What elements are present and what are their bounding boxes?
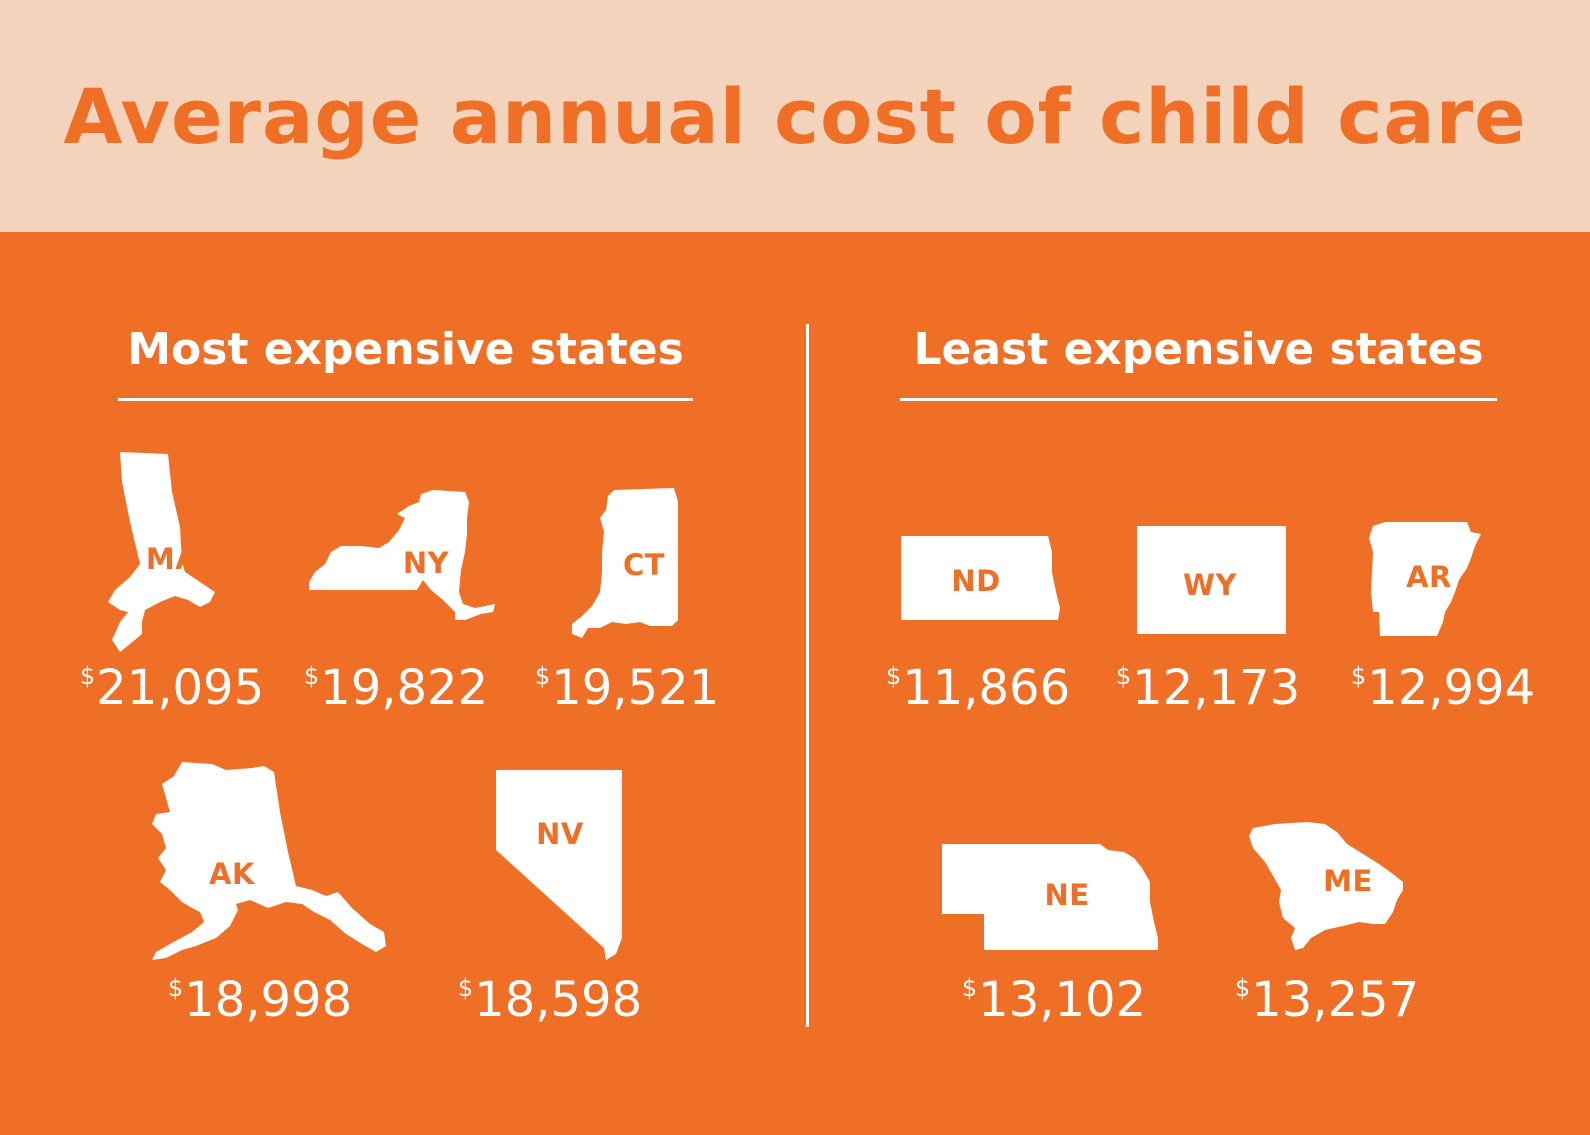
least-expensive-title: Least expensive states xyxy=(913,324,1484,375)
state-card-ma: MA $21,095 xyxy=(60,442,300,762)
state-card-me: ME $13,257 xyxy=(1225,762,1465,1082)
state-abbr-ct: CT xyxy=(622,548,666,582)
state-abbr-me: ME xyxy=(1323,864,1373,898)
state-price-nd: $11,866 xyxy=(858,660,1098,716)
least-expensive-underline xyxy=(900,398,1497,401)
state-abbr-wy: WY xyxy=(1183,568,1237,602)
currency-symbol: $ xyxy=(534,662,551,690)
state-abbr-ny: NY xyxy=(402,546,450,580)
currency-symbol: $ xyxy=(303,662,320,690)
currency-symbol: $ xyxy=(1350,662,1367,690)
price-value: 12,994 xyxy=(1367,660,1536,716)
currency-symbol: $ xyxy=(885,662,902,690)
price-value: 19,822 xyxy=(320,660,489,716)
state-abbr-ma: MA xyxy=(145,542,199,576)
nebraska-shape-icon xyxy=(942,844,1158,950)
section-divider xyxy=(806,324,809,1027)
most-expensive-title: Most expensive states xyxy=(127,324,684,375)
currency-symbol: $ xyxy=(961,974,978,1002)
price-value: 13,257 xyxy=(1251,972,1420,1028)
state-card-ne: NE $13,102 xyxy=(920,762,1160,1082)
state-price-nv: $18,598 xyxy=(430,972,670,1028)
header-banner: Average annual cost of child care xyxy=(0,0,1590,232)
price-value: 12,173 xyxy=(1132,660,1301,716)
state-price-ne: $13,102 xyxy=(934,972,1174,1028)
price-value: 13,102 xyxy=(978,972,1147,1028)
state-card-ct: CT $19,521 xyxy=(535,442,800,762)
state-abbr-nv: NV xyxy=(536,817,584,851)
currency-symbol: $ xyxy=(1234,974,1251,1002)
state-card-nd: ND $11,866 xyxy=(870,442,1110,762)
state-price-ct: $19,521 xyxy=(507,660,747,716)
north-dakota-shape-icon xyxy=(901,536,1060,620)
massachusetts-shape-icon xyxy=(108,452,215,652)
main-panel: Most expensive states MA $21,095 NY $19,… xyxy=(0,232,1590,1135)
state-abbr-ak: AK xyxy=(209,857,255,891)
state-abbr-ar: AR xyxy=(1406,560,1452,594)
nevada-shape-icon xyxy=(496,770,622,960)
price-value: 18,998 xyxy=(184,972,353,1028)
state-price-ma: $21,095 xyxy=(52,660,292,716)
state-card-ar: AR $12,994 xyxy=(1325,442,1565,762)
page-title: Average annual cost of child care xyxy=(63,72,1527,161)
currency-symbol: $ xyxy=(167,974,184,1002)
alaska-shape-icon xyxy=(152,762,386,960)
state-card-wy: WY $12,173 xyxy=(1100,442,1340,762)
state-abbr-nd: ND xyxy=(951,564,1001,598)
state-card-ak: AK $18,998 xyxy=(140,762,386,1082)
currency-symbol: $ xyxy=(457,974,474,1002)
price-value: 18,598 xyxy=(474,972,643,1028)
connecticut-shape-icon xyxy=(572,488,678,638)
state-card-nv: NV $18,598 xyxy=(440,762,680,1082)
state-price-ny: $19,822 xyxy=(276,660,516,716)
price-value: 11,866 xyxy=(902,660,1071,716)
state-price-wy: $12,173 xyxy=(1088,660,1328,716)
state-card-ny: NY $19,822 xyxy=(304,442,545,762)
most-expensive-underline xyxy=(118,398,693,401)
currency-symbol: $ xyxy=(1115,662,1132,690)
currency-symbol: $ xyxy=(79,662,96,690)
state-price-me: $13,257 xyxy=(1207,972,1447,1028)
new-york-shape-icon xyxy=(309,490,495,620)
maine-shape-icon xyxy=(1249,822,1403,950)
state-price-ak: $18,998 xyxy=(140,972,380,1028)
state-abbr-ne: NE xyxy=(1044,878,1090,912)
price-value: 21,095 xyxy=(96,660,265,716)
state-price-ar: $12,994 xyxy=(1323,660,1563,716)
wyoming-shape-icon xyxy=(1137,526,1286,634)
price-value: 19,521 xyxy=(551,660,720,716)
arkansas-shape-icon xyxy=(1369,522,1481,636)
